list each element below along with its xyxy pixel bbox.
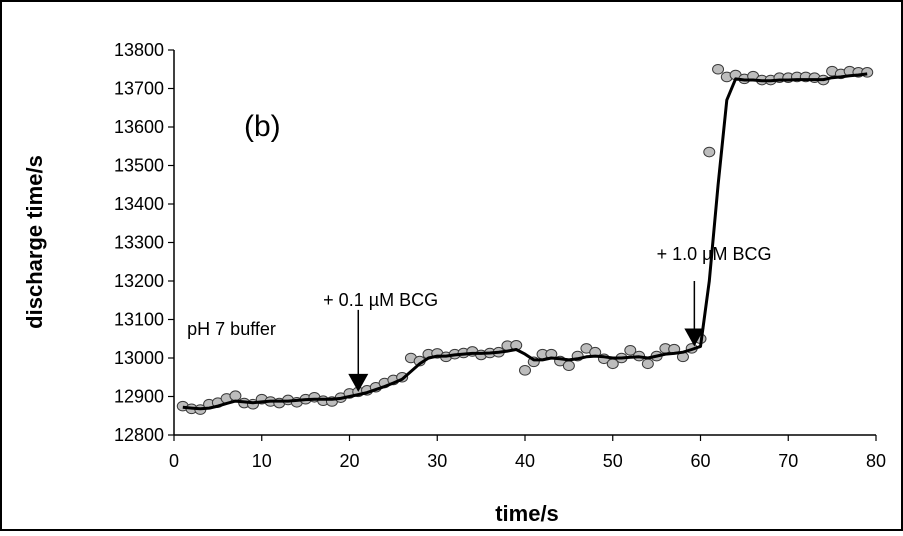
annotation-label: + 1.0 µM BCG	[657, 244, 772, 264]
x-tick-label: 30	[427, 451, 447, 471]
y-tick-label: 13600	[114, 117, 164, 137]
x-tick-label: 0	[169, 451, 179, 471]
annotation-arrow-head	[684, 328, 705, 347]
data-point	[641, 358, 654, 370]
x-tick-label: 60	[690, 451, 710, 471]
x-tick-label: 50	[603, 451, 623, 471]
data-point	[624, 345, 637, 356]
y-ticks: 12800 12900 13000 13100 13200 13300 13400 13500…	[114, 40, 174, 445]
data-point	[562, 360, 575, 372]
y-tick-label: 13700	[114, 79, 164, 99]
y-tick-label: 12900	[114, 387, 164, 407]
y-tick-label: 13500	[114, 156, 164, 176]
panel-label: (b)	[244, 110, 281, 143]
annotation-label: + 0.1 µM BCG	[323, 290, 438, 310]
series-layer	[176, 63, 874, 415]
annotation-arrow-head	[348, 373, 369, 392]
annotations-layer: pH 7 buffer + 0.1 µM BCG + 1.0 µM BCG	[187, 244, 772, 392]
smoothed-line	[182, 72, 868, 411]
x-axis-title: time/s	[495, 501, 559, 526]
y-tick-label: 13400	[114, 194, 164, 214]
annotation-label: pH 7 buffer	[187, 319, 276, 339]
x-tick-label: 40	[515, 451, 535, 471]
y-tick-label: 12800	[114, 425, 164, 445]
data-point	[703, 146, 716, 158]
x-tick-label: 80	[866, 451, 886, 471]
x-ticks: 0 10 20 30 40 50 60 70 80	[169, 435, 886, 471]
data-point	[712, 63, 725, 75]
y-tick-label: 13000	[114, 348, 164, 368]
y-tick-label: 13300	[114, 233, 164, 253]
x-tick-label: 20	[339, 451, 359, 471]
y-axis-title: discharge time/s	[22, 155, 47, 329]
x-tick-label: 70	[778, 451, 798, 471]
y-tick-label: 13100	[114, 310, 164, 330]
data-point	[229, 390, 242, 402]
y-tick-label: 13800	[114, 40, 164, 60]
y-tick-label: 13200	[114, 271, 164, 291]
x-tick-label: 10	[252, 451, 272, 471]
data-point	[519, 365, 531, 376]
